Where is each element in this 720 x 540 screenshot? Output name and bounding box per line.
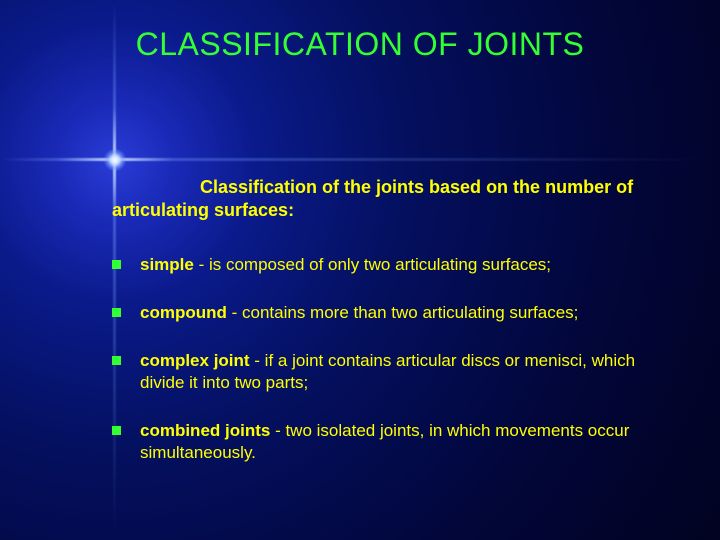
flare-horizontal	[0, 158, 720, 161]
bullet-bold: combined joints	[140, 421, 270, 440]
subtitle-tail-1: on the	[486, 177, 540, 197]
bullet-square-icon	[112, 426, 121, 435]
bullet-bold: simple	[140, 255, 194, 274]
flare-core	[104, 149, 126, 171]
subtitle-lead: Classification of the joints based	[200, 177, 486, 197]
slide-title: CLASSIFICATION OF JOINTS	[0, 26, 720, 63]
bullet-rest: - contains more than two articulating su…	[227, 303, 579, 322]
bullet-square-icon	[112, 308, 121, 317]
bullet-square-icon	[112, 260, 121, 269]
bullet-bold: complex joint	[140, 351, 250, 370]
bullet-bold: compound	[140, 303, 227, 322]
slide-subtitle: Classification of the joints based on th…	[112, 176, 672, 223]
bullet-rest: - is composed of only two articulating s…	[194, 255, 551, 274]
list-item: complex joint - if a joint contains arti…	[112, 350, 672, 394]
bullet-square-icon	[112, 356, 121, 365]
list-item: compound - contains more than two articu…	[112, 302, 672, 324]
slide: CLASSIFICATION OF JOINTS Classification …	[0, 0, 720, 540]
bullet-list: simple - is composed of only two articul…	[112, 254, 672, 491]
list-item: simple - is composed of only two articul…	[112, 254, 672, 276]
list-item: combined joints - two isolated joints, i…	[112, 420, 672, 464]
